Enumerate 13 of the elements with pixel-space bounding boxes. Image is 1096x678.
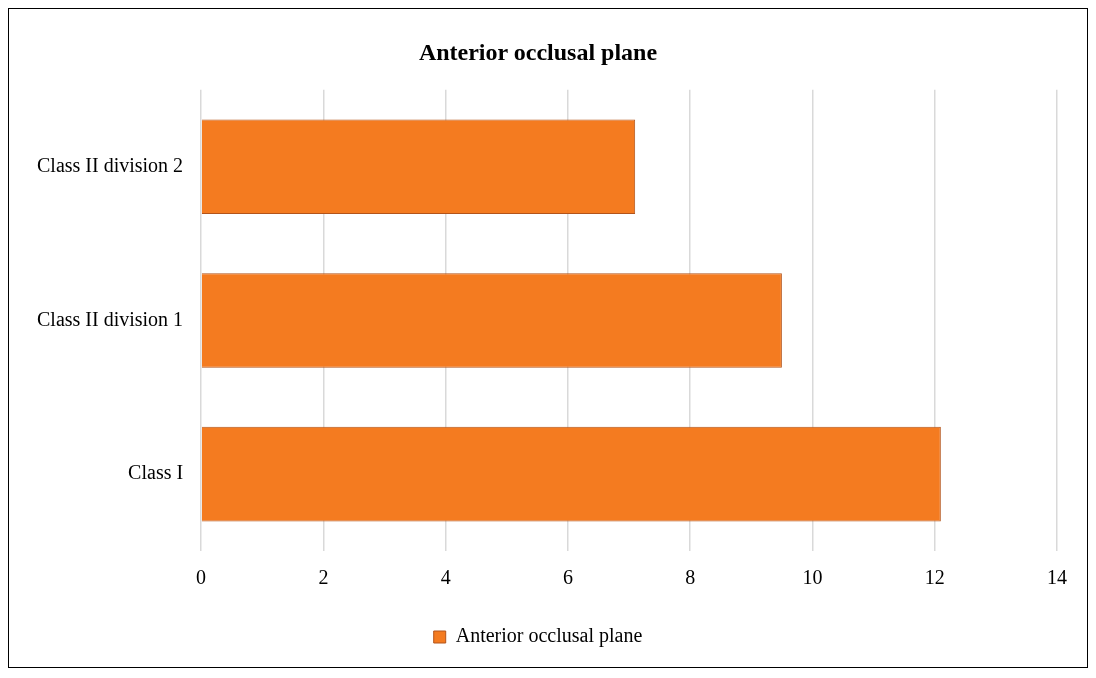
x-tick-label: 4	[440, 566, 451, 589]
chart-title: Anterior occlusal plane	[418, 38, 658, 65]
y-tick-label: Class II division 2	[36, 153, 184, 176]
x-tick-label: 2	[318, 566, 329, 589]
x-tick-label: 10	[802, 566, 823, 589]
legend-label: Anterior occlusal plane	[455, 624, 643, 648]
x-tick-label: 6	[562, 566, 573, 589]
x-tick-label: 14	[1047, 566, 1067, 589]
x-tick-label: 0	[196, 566, 207, 589]
y-tick-label: Class II division 1	[36, 307, 184, 330]
y-tick-label: Class I	[128, 461, 184, 484]
x-tick-label: 8	[685, 566, 696, 589]
x-tick-label: 12	[924, 566, 945, 589]
